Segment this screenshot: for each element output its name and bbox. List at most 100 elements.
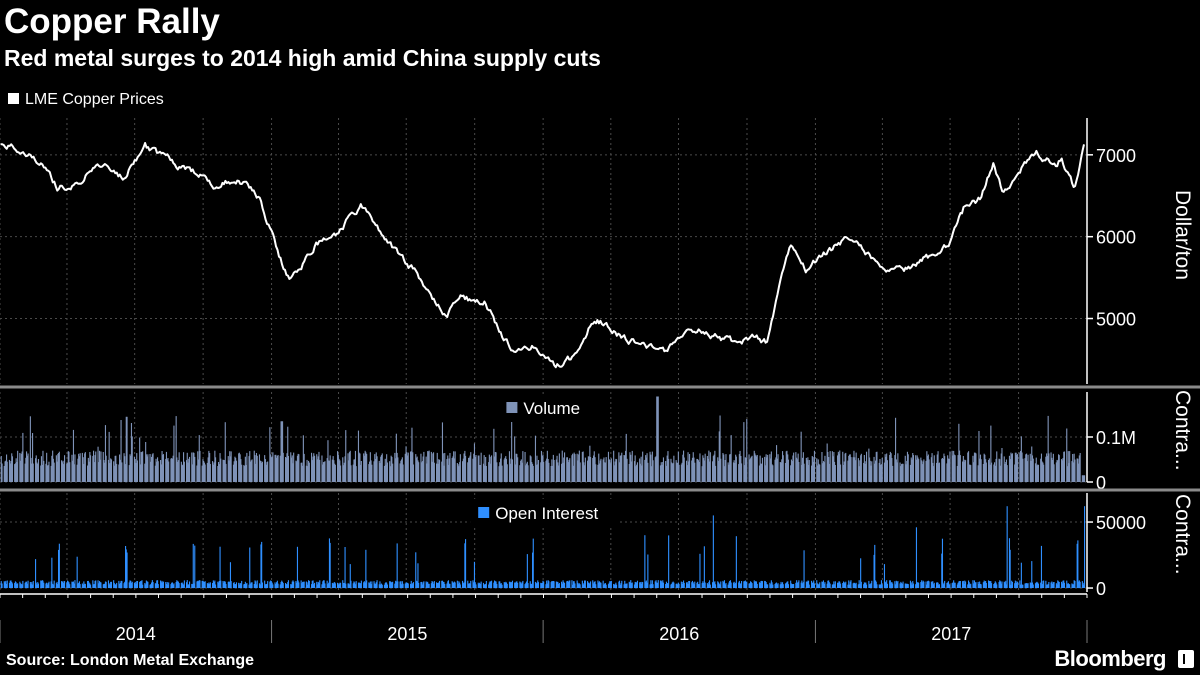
volume-bar bbox=[865, 461, 867, 482]
volume-bar bbox=[316, 454, 318, 482]
open-interest-bar bbox=[729, 581, 731, 588]
volume-bar bbox=[942, 459, 944, 482]
open-interest-bar bbox=[104, 581, 107, 588]
open-interest-bar bbox=[672, 581, 674, 589]
volume-bar bbox=[989, 464, 991, 482]
volume-bar bbox=[803, 463, 805, 482]
volume-bar bbox=[480, 452, 482, 482]
volume-bar bbox=[1017, 453, 1019, 482]
open-interest-bar bbox=[691, 580, 694, 589]
open-interest-bar bbox=[271, 582, 273, 589]
open-interest-bar bbox=[154, 583, 156, 589]
open-interest-bar bbox=[912, 583, 915, 589]
open-interest-bar bbox=[1040, 545, 1043, 589]
open-interest-bar bbox=[514, 582, 516, 588]
volume-bar bbox=[489, 456, 491, 482]
legend-volume-label: Volume bbox=[523, 399, 580, 418]
open-interest-bar bbox=[868, 580, 870, 588]
open-interest-bar bbox=[230, 581, 232, 589]
open-interest-bar bbox=[754, 582, 756, 588]
volume-bar bbox=[145, 454, 147, 482]
open-interest-bar bbox=[468, 583, 470, 588]
open-interest-bar bbox=[124, 581, 126, 588]
volume-bar bbox=[524, 452, 526, 482]
open-interest-bar bbox=[1050, 582, 1052, 588]
volume-bar bbox=[1072, 462, 1075, 482]
volume-bar bbox=[1016, 455, 1018, 482]
volume-bar bbox=[853, 450, 855, 482]
open-interest-bar bbox=[232, 583, 235, 588]
open-interest-bar bbox=[201, 580, 203, 589]
open-interest-bar bbox=[40, 580, 42, 589]
volume-bar bbox=[628, 464, 630, 482]
open-interest-bar bbox=[479, 582, 481, 588]
volume-bar bbox=[55, 455, 57, 482]
open-interest-bar bbox=[708, 581, 710, 588]
volume-bar bbox=[900, 466, 902, 482]
volume-bar bbox=[352, 464, 354, 482]
open-interest-bar bbox=[791, 584, 793, 588]
volume-bar bbox=[909, 464, 912, 482]
open-interest-bar bbox=[566, 580, 569, 588]
open-interest-bar bbox=[573, 581, 575, 588]
open-interest-bar bbox=[170, 584, 172, 589]
volume-bar bbox=[522, 451, 524, 482]
open-interest-bar bbox=[610, 581, 612, 589]
x-tick-label-2015: 2015 bbox=[387, 624, 427, 644]
volume-bar bbox=[792, 455, 794, 482]
volume-bar bbox=[84, 453, 86, 482]
open-interest-bar bbox=[146, 581, 148, 588]
volume-bar bbox=[384, 458, 386, 482]
volume-bar bbox=[808, 460, 810, 482]
volume-bar bbox=[501, 465, 503, 482]
open-interest-bar bbox=[959, 581, 961, 589]
open-interest-bar bbox=[1071, 583, 1073, 589]
open-interest-bar bbox=[457, 583, 459, 589]
source-note: Source: London Metal Exchange bbox=[6, 652, 255, 669]
volume-bar bbox=[994, 465, 996, 482]
open-interest-bar bbox=[713, 582, 715, 588]
volume-bar bbox=[848, 455, 850, 482]
volume-bar bbox=[204, 464, 206, 482]
open-interest-bar bbox=[928, 581, 930, 588]
x-tick-label-2016: 2016 bbox=[659, 624, 699, 644]
volume-bar bbox=[347, 453, 349, 482]
volume-bar bbox=[248, 456, 250, 482]
open-interest-bar bbox=[692, 582, 694, 589]
open-interest-bar bbox=[1052, 583, 1054, 588]
open-interest-bar bbox=[191, 583, 193, 588]
volume-bar bbox=[657, 396, 659, 482]
open-interest-bar bbox=[99, 582, 101, 588]
open-interest-bar bbox=[694, 581, 696, 588]
oi-y-tick-label: 50000 bbox=[1096, 513, 1146, 533]
volume-bar bbox=[577, 460, 579, 482]
volume-bar bbox=[432, 453, 434, 482]
volume-bar bbox=[78, 453, 80, 482]
open-interest-bar bbox=[671, 582, 673, 589]
open-interest-bar bbox=[514, 582, 517, 589]
volume-bar bbox=[215, 457, 217, 482]
volume-bar bbox=[448, 458, 450, 482]
open-interest-bar bbox=[775, 582, 777, 588]
open-interest-bar bbox=[93, 584, 95, 588]
volume-bar bbox=[98, 462, 100, 482]
volume-bar bbox=[348, 452, 351, 482]
open-interest-bar bbox=[282, 581, 284, 588]
volume-bar bbox=[541, 455, 543, 482]
open-interest-bar bbox=[808, 584, 810, 588]
open-interest-bar bbox=[598, 582, 600, 589]
open-interest-bar bbox=[784, 583, 787, 588]
open-interest-bar bbox=[624, 580, 626, 588]
open-interest-bar bbox=[19, 581, 21, 589]
open-interest-bar bbox=[866, 584, 868, 588]
x-tick-label-2014: 2014 bbox=[116, 624, 156, 644]
open-interest-bar bbox=[1053, 582, 1055, 588]
open-interest-bar bbox=[581, 580, 583, 588]
volume-bar bbox=[505, 456, 507, 482]
open-interest-bar bbox=[214, 580, 216, 588]
open-interest-bar bbox=[834, 581, 836, 588]
open-interest-bar bbox=[636, 580, 639, 589]
open-interest-bar bbox=[26, 581, 28, 589]
volume-bar bbox=[279, 455, 281, 482]
open-interest-bar bbox=[222, 581, 224, 588]
